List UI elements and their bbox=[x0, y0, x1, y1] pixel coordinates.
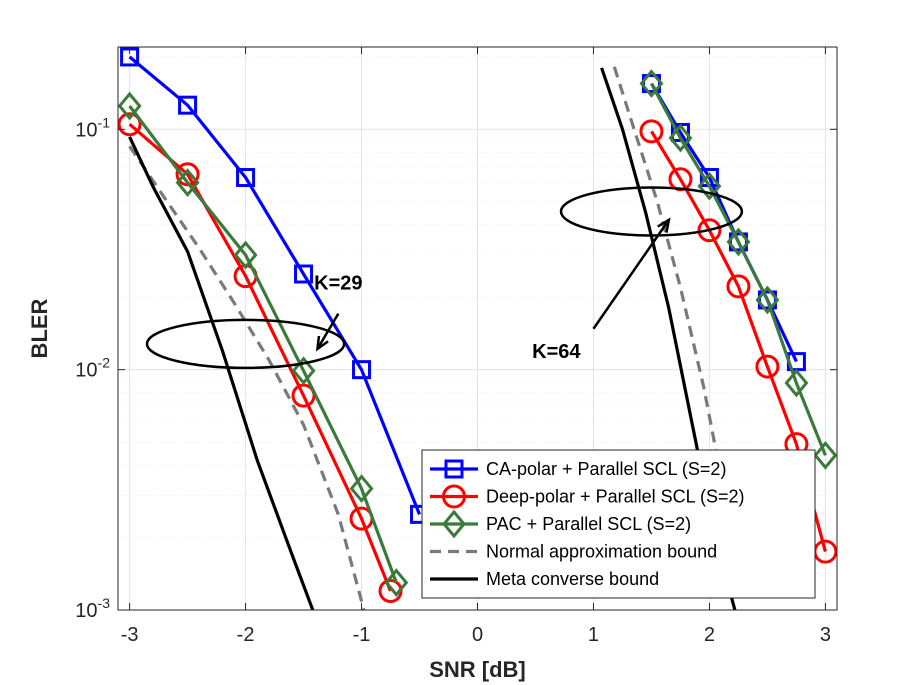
legend-entry: PAC + Parallel SCL (S=2) bbox=[430, 509, 691, 539]
data-point-circle bbox=[442, 484, 466, 509]
data-point-circle bbox=[697, 218, 722, 243]
series-k29 bbox=[118, 91, 409, 597]
x-tick-label: -3 bbox=[121, 624, 139, 646]
legend-entry: Meta converse bound bbox=[430, 569, 659, 589]
annotation-label: K=64 bbox=[532, 341, 581, 363]
y-tick-label: 10-2 bbox=[75, 355, 110, 382]
data-point-diamond bbox=[784, 368, 809, 398]
axes-layer: -3 -2 -1 0 1 2 3 10-1 10-2 10-3 SNR [dB] BLER bbox=[27, 46, 838, 682]
data-point-diamond bbox=[726, 227, 751, 257]
y-tick-label: 10-3 bbox=[75, 595, 110, 622]
x-tick-label: 1 bbox=[588, 624, 599, 646]
series-line bbox=[128, 136, 315, 610]
data-point-diamond bbox=[639, 69, 664, 98]
annotation-arrow bbox=[316, 313, 340, 350]
series-k64 bbox=[639, 69, 837, 470]
data-point-circle bbox=[726, 274, 751, 299]
series-k29 bbox=[128, 136, 315, 610]
data-point-square bbox=[728, 232, 748, 252]
annotation-arrowhead bbox=[315, 335, 329, 352]
data-point-square bbox=[641, 74, 661, 94]
annotation-ellipse bbox=[559, 186, 744, 237]
data-point-square bbox=[444, 459, 464, 479]
y-axis-label: BLER bbox=[27, 298, 52, 358]
data-point-diamond bbox=[291, 356, 316, 386]
annotation-ellipse bbox=[145, 318, 346, 370]
series-line bbox=[650, 130, 827, 553]
x-tick-label: 0 bbox=[472, 624, 483, 646]
series-line bbox=[128, 145, 366, 610]
x-tick-label: -2 bbox=[237, 624, 255, 646]
x-tick-label: 3 bbox=[820, 624, 831, 646]
data-point-diamond bbox=[697, 171, 722, 201]
x-axis-label: SNR [dB] bbox=[429, 657, 526, 682]
data-point-diamond bbox=[118, 91, 142, 121]
data-point-diamond bbox=[175, 168, 200, 197]
data-point-diamond bbox=[442, 509, 466, 539]
series-k29 bbox=[128, 145, 366, 610]
x-tick-label: -1 bbox=[353, 624, 371, 646]
data-point-diamond bbox=[668, 123, 693, 153]
data-point-square bbox=[236, 168, 256, 188]
data-point-square bbox=[352, 360, 372, 380]
data-point-square bbox=[294, 264, 314, 284]
legend: CA-polar + Parallel SCL (S=2) Deep-polar … bbox=[421, 449, 816, 599]
series-line bbox=[128, 55, 421, 515]
series-line bbox=[128, 122, 392, 592]
annotation-arrowhead bbox=[657, 217, 671, 233]
data-point-diamond bbox=[233, 240, 258, 270]
data-point-square bbox=[757, 290, 777, 310]
legend-box bbox=[421, 449, 816, 599]
legend-entry: Deep-polar + Parallel SCL (S=2) bbox=[430, 484, 744, 509]
annotation-label: K=29 bbox=[314, 273, 362, 295]
data-point-diamond bbox=[813, 441, 837, 470]
data-point-diamond bbox=[755, 285, 780, 315]
data-point-diamond bbox=[349, 474, 374, 503]
legend-label: Deep-polar + Parallel SCL (S=2) bbox=[486, 487, 744, 507]
data-point-square bbox=[178, 95, 198, 115]
y-tick-label: 10-1 bbox=[75, 114, 110, 141]
series-k29 bbox=[120, 47, 430, 524]
series-line bbox=[128, 105, 398, 584]
legend-label: Meta converse bound bbox=[486, 569, 659, 589]
legend-label: CA-polar + Parallel SCL (S=2) bbox=[486, 459, 726, 479]
x-tick-label: 2 bbox=[704, 624, 715, 646]
data-point-circle bbox=[118, 112, 142, 137]
legend-entry: CA-polar + Parallel SCL (S=2) bbox=[430, 459, 726, 479]
series-line bbox=[650, 82, 827, 456]
legend-entry: Normal approximation bound bbox=[430, 542, 717, 562]
legend-label: Normal approximation bound bbox=[486, 542, 717, 562]
annotation-layer: K=29 K=64 bbox=[145, 186, 744, 370]
data-point-circle bbox=[755, 354, 780, 379]
data-point-circle bbox=[639, 119, 664, 144]
data-point-diamond bbox=[384, 568, 409, 597]
legend-label: PAC + Parallel SCL (S=2) bbox=[486, 514, 691, 534]
annotation-arrow bbox=[592, 219, 670, 330]
